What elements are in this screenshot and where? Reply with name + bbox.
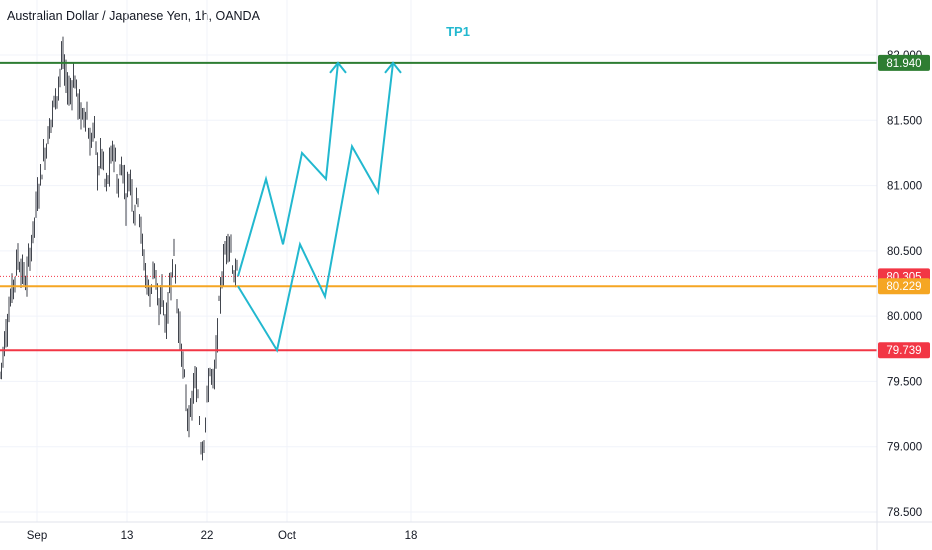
level-badge-entry bbox=[878, 278, 930, 295]
x-tick-label: 22 bbox=[201, 530, 214, 542]
arrowhead bbox=[384, 61, 402, 74]
y-tick-label: 79.000 bbox=[887, 442, 922, 454]
projections bbox=[237, 61, 402, 353]
price-levels bbox=[0, 61, 877, 352]
price-axis: 82.00081.50081.00080.50080.00079.50079.0… bbox=[876, 0, 922, 550]
tp1-annotation: TP1 bbox=[446, 24, 470, 39]
level-badge-label: 80.229 bbox=[886, 281, 921, 293]
y-tick-label: 79.500 bbox=[887, 376, 922, 388]
y-tick-label: 78.500 bbox=[887, 507, 922, 519]
y-tick-label: 80.500 bbox=[887, 246, 922, 258]
time-axis: Sep 13 22 Oct 18 bbox=[0, 521, 932, 542]
x-tick-label: 13 bbox=[121, 530, 134, 542]
level-badge-label: 81.940 bbox=[886, 58, 921, 70]
retrace-path bbox=[237, 62, 394, 353]
level-badge-label: 79.739 bbox=[886, 345, 921, 357]
bullish-path bbox=[237, 62, 339, 277]
x-tick-label: 18 bbox=[405, 530, 418, 542]
x-tick-label: Sep bbox=[27, 530, 47, 542]
arrowhead bbox=[329, 61, 347, 74]
y-tick-label: 81.500 bbox=[887, 115, 922, 127]
grid bbox=[0, 0, 877, 522]
x-tick-label: Oct bbox=[278, 530, 297, 542]
level-badge-target bbox=[878, 54, 930, 71]
level-badge-stop bbox=[878, 342, 930, 359]
candles bbox=[0, 36, 238, 461]
chart-title: Australian Dollar / Japanese Yen, 1h, OA… bbox=[7, 9, 260, 23]
y-tick-label: 80.000 bbox=[887, 311, 922, 323]
y-tick-label: 81.000 bbox=[887, 181, 922, 193]
